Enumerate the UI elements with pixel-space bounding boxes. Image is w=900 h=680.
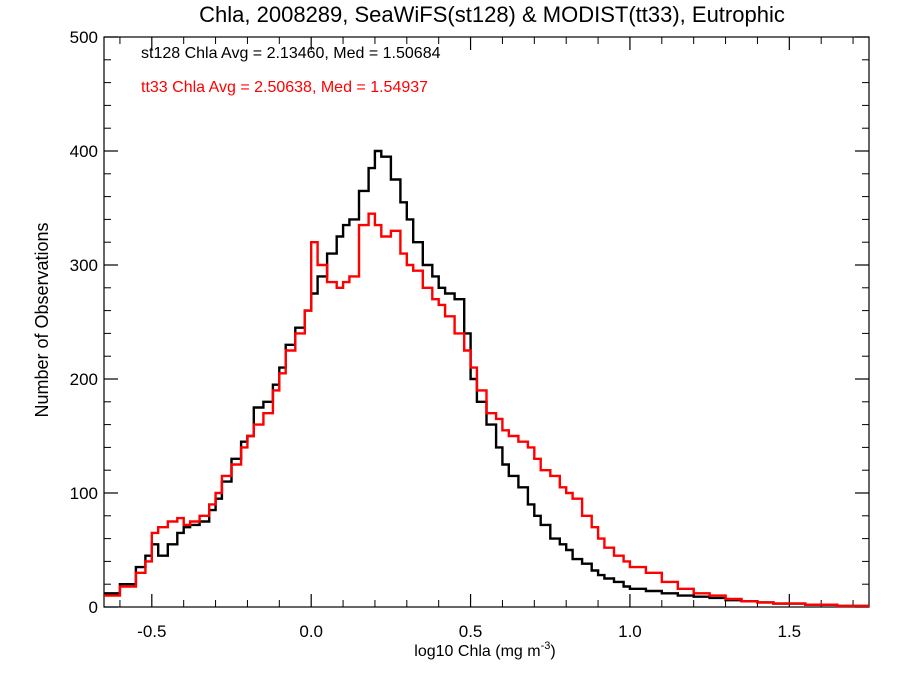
series-st128-line	[104, 149, 869, 608]
annotation-tt33: tt33 Chla Avg = 2.50638, Med = 1.54937	[141, 79, 428, 96]
series-tt33-line	[104, 212, 869, 608]
y-tick-label: 400	[70, 142, 98, 161]
y-tick-label: 0	[89, 598, 98, 617]
x-tick-label: 0.0	[299, 622, 323, 641]
x-axis-label-main: log10 Chla (mg m	[414, 643, 540, 660]
x-tick-label: 0.5	[459, 622, 483, 641]
chart-title: Chla, 2008289, SeaWiFS(st128) & MODIST(t…	[199, 2, 785, 27]
x-axis-label-end: )	[550, 643, 555, 660]
x-tick-label: 1.5	[777, 622, 801, 641]
x-tick-label: 1.0	[618, 622, 642, 641]
series-layer	[104, 149, 869, 608]
annotation-st128: st128 Chla Avg = 2.13460, Med = 1.50684	[141, 45, 441, 62]
axes-layer: -0.5 0.0 0.5 1.0 1.5 0 100 200 300 400 500	[70, 28, 870, 641]
y-tick-label: 500	[70, 28, 98, 47]
x-axis-label: log10 Chla (mg m-3)	[414, 640, 555, 660]
y-tick-label: 200	[70, 370, 98, 389]
plot-frame	[103, 36, 870, 608]
x-tick-label: -0.5	[137, 622, 166, 641]
x-axis-label-superscript: -3	[541, 640, 551, 652]
y-tick-label: 100	[70, 484, 98, 503]
y-axis-label: Number of Observations	[32, 222, 52, 417]
y-tick-label: 300	[70, 256, 98, 275]
